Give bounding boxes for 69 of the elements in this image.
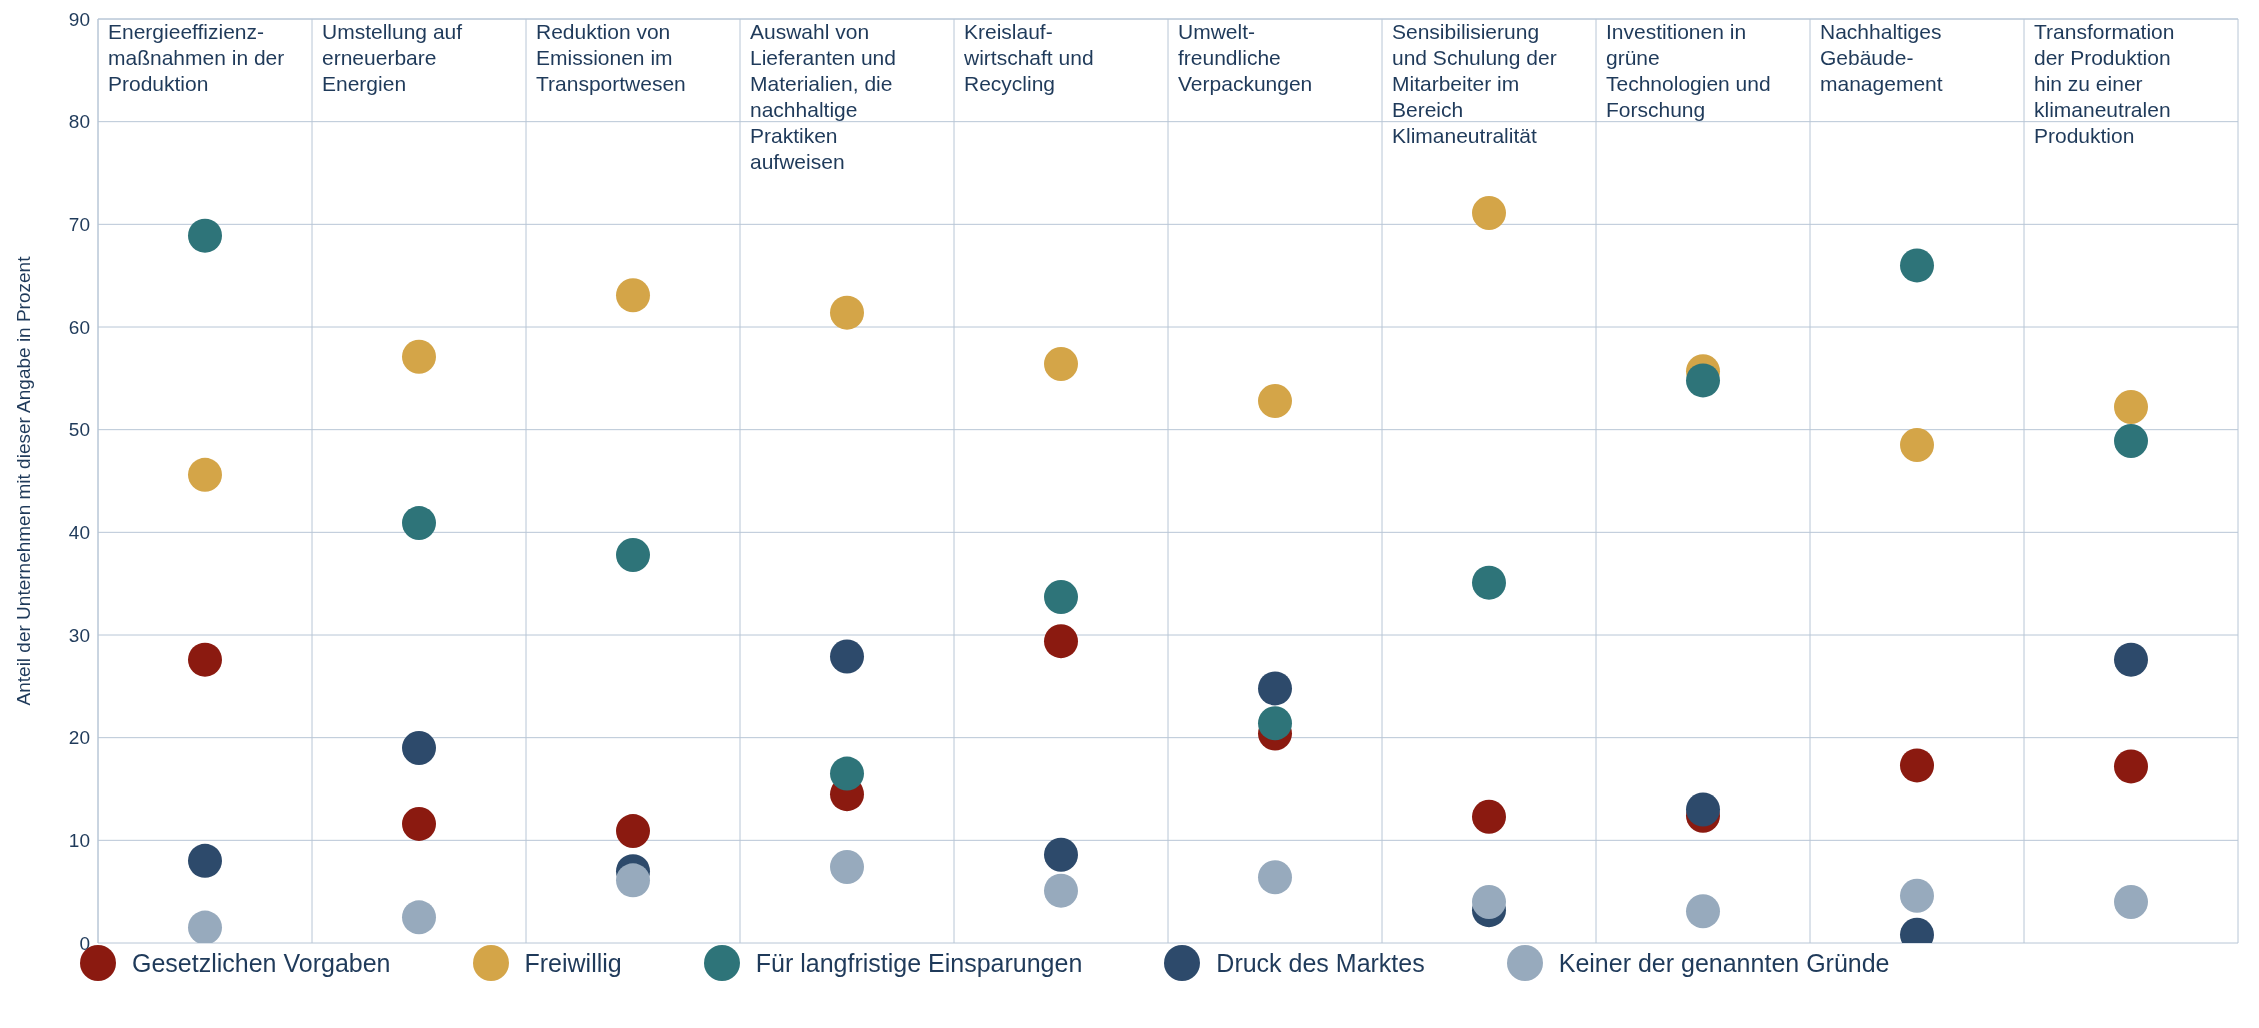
- x-tick-label: Reduktion von Emissionen im Transportwesen: [536, 20, 686, 95]
- point: [2114, 423, 2148, 458]
- point: [1044, 624, 1078, 659]
- point: [1472, 196, 1506, 231]
- x-tick-label: Auswahl von Lieferanten und Materialien, die nachhaltige Praktiken aufweisen: [750, 20, 896, 173]
- x-tick-label: Transformation der Produktion hin zu einer klimaneutralen Produktion: [2034, 20, 2175, 147]
- point: [2114, 884, 2148, 919]
- point: [1900, 748, 1934, 783]
- y-tick-label: 0: [79, 932, 90, 954]
- point: [616, 814, 650, 849]
- point: [188, 843, 222, 878]
- point: [2114, 642, 2148, 677]
- point: [1258, 860, 1292, 895]
- point: [830, 639, 864, 674]
- point: [1686, 792, 1720, 827]
- point: [830, 295, 864, 330]
- point: [188, 218, 222, 253]
- point: [188, 457, 222, 492]
- point: [2114, 749, 2148, 784]
- legend-label: Keiner der genannten Gründe: [1558, 948, 1890, 978]
- x-tick-label: Nachhaltiges Gebäude-management: [1820, 20, 1943, 95]
- point: [188, 910, 222, 943]
- point: [402, 339, 436, 374]
- y-tick-label: 30: [68, 624, 90, 646]
- point: [2114, 390, 2148, 425]
- x-tick-label: Energieeffizienz-maßnahmen in der Produktion: [108, 20, 285, 95]
- point: [402, 806, 436, 841]
- y-tick-label: 60: [68, 316, 90, 338]
- point: [1472, 884, 1506, 919]
- y-tick-label: 50: [68, 419, 90, 441]
- point: [1472, 565, 1506, 600]
- point: [1258, 671, 1292, 706]
- point: [616, 278, 650, 313]
- y-tick-label: 10: [68, 830, 90, 852]
- point: [402, 900, 436, 935]
- point: [1044, 873, 1078, 908]
- point: [1472, 799, 1506, 834]
- x-tick-label: Sensibilisierung und Schulung der Mitarbeiter im Bereich Klimaneutralität: [1392, 20, 1557, 147]
- y-tick-label: 90: [68, 8, 90, 30]
- point: [1900, 248, 1934, 283]
- point: [1686, 363, 1720, 398]
- point: [402, 506, 436, 541]
- point: [830, 756, 864, 791]
- point: [402, 730, 436, 765]
- y-tick-label: 40: [68, 522, 90, 544]
- point: [616, 537, 650, 572]
- x-tick-label: Kreislauf-wirtschaft und Recycling: [963, 20, 1094, 95]
- point: [1900, 878, 1934, 913]
- y-axis-title: Anteil der Unternehmen mit dieser Angabe in Prozent: [12, 255, 34, 706]
- point: [1044, 837, 1078, 872]
- point: [1258, 706, 1292, 741]
- point: [1686, 894, 1720, 929]
- point: [188, 642, 222, 677]
- x-tick-label: Umwelt-freundliche Verpackungen: [1178, 20, 1313, 95]
- legend-label: Für langfristige Einsparungen: [755, 948, 1083, 978]
- point: [830, 850, 864, 885]
- x-tick-label: Investitionen in grüne Technologien und Forschung: [1606, 20, 1771, 121]
- point: [1044, 580, 1078, 615]
- x-tick-label: Umstellung auf erneuerbare Energien: [322, 20, 463, 95]
- point: [1900, 428, 1934, 463]
- y-tick-label: 20: [68, 727, 90, 749]
- legend-label: Freiwillig: [524, 948, 622, 978]
- y-tick-label: 80: [68, 111, 90, 133]
- y-tick-label: 70: [68, 214, 90, 236]
- point: [1044, 346, 1078, 381]
- legend-label: Druck des Marktes: [1216, 948, 1425, 978]
- point: [616, 863, 650, 898]
- legend-label: Gesetzlichen Vorgaben: [132, 948, 391, 978]
- point: [1258, 383, 1292, 418]
